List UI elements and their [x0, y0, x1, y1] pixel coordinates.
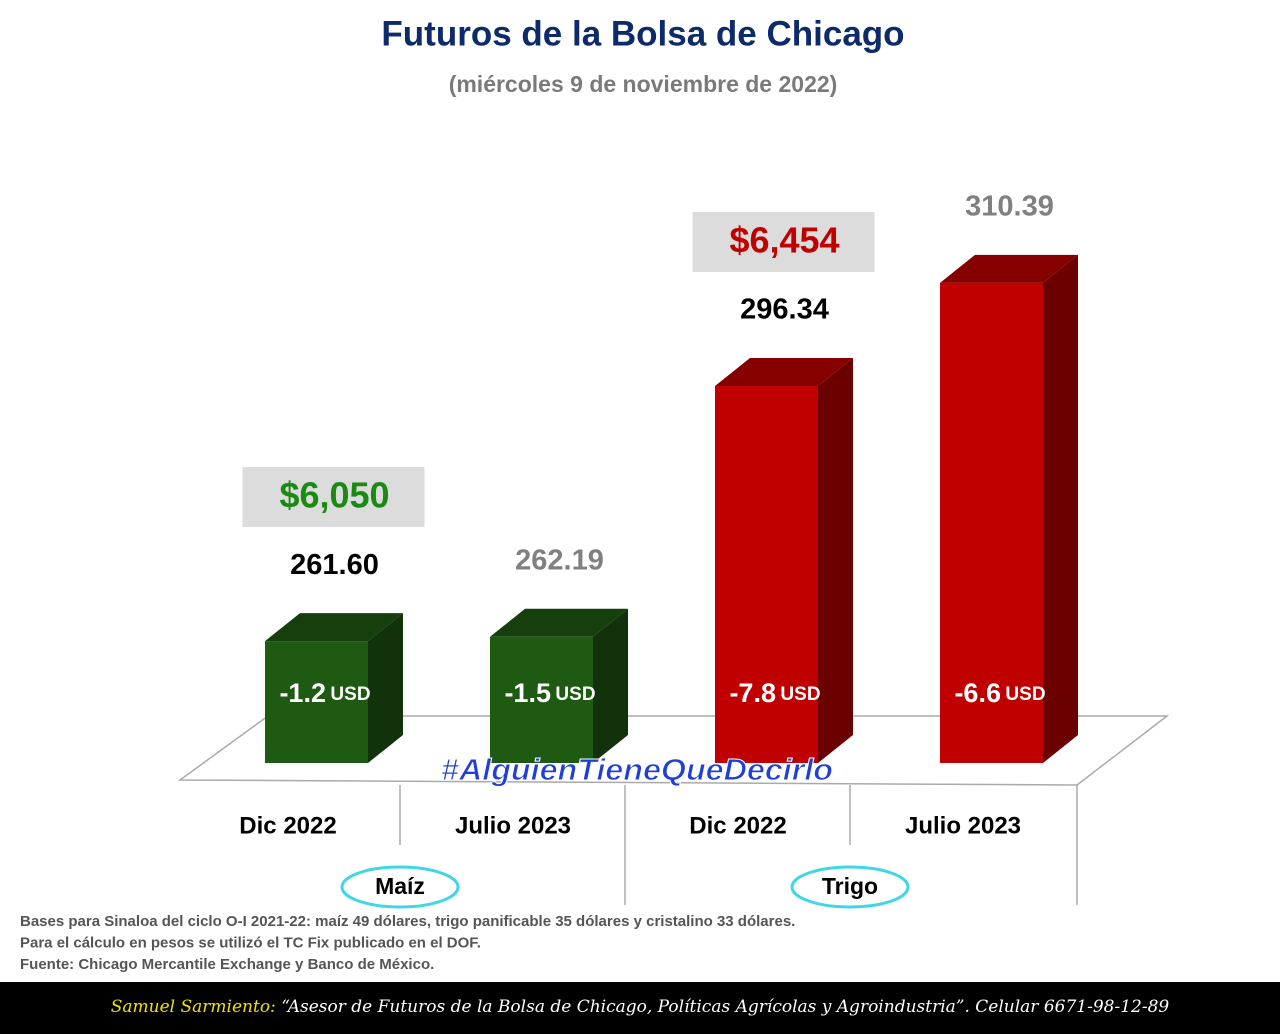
bar-side	[368, 613, 403, 763]
bar-side	[1043, 254, 1078, 763]
footer-band	[0, 982, 1280, 1034]
x-tick-label: Dic 2022	[689, 812, 786, 839]
bar-top	[940, 254, 1078, 283]
bar	[265, 641, 368, 763]
basis-label: -1.2 USD	[279, 678, 370, 708]
basis-unit: USD	[780, 684, 820, 705]
watermark: #AlguienTieneQueDecirlo	[441, 752, 833, 787]
value-label: 262.19	[515, 544, 604, 576]
bar-side	[593, 608, 628, 763]
bar	[715, 386, 818, 763]
basis-unit: USD	[555, 684, 595, 705]
peso-label: $6,050	[279, 475, 389, 516]
peso-box	[692, 212, 875, 273]
bar	[490, 636, 593, 763]
basis-label: -1.5 USD	[504, 678, 595, 708]
basis-value: -6.6	[954, 678, 1001, 708]
basis-label: -6.6 USD	[954, 678, 1045, 708]
note: Para el cálculo en pesos se utilizó el T…	[20, 934, 481, 951]
note: Bases para Sinaloa del ciclo O-I 2021-22…	[20, 913, 795, 930]
footer: Samuel Sarmiento: “Asesor de Futuros de …	[111, 997, 1170, 1017]
x-tick-label: Dic 2022	[239, 812, 336, 839]
footer-text: “Asesor de Futuros de la Bolsa de Chicag…	[281, 997, 1169, 1017]
basis-unit: USD	[330, 684, 370, 705]
x-tick-label: Julio 2023	[905, 812, 1021, 839]
bar-top	[490, 608, 628, 637]
value-label: 296.34	[740, 294, 829, 326]
bar	[940, 282, 1043, 763]
note: Fuente: Chicago Mercantile Exchange y Ba…	[20, 956, 434, 973]
basis-unit: USD	[1005, 684, 1045, 705]
bar-side	[818, 358, 853, 763]
x-tick-label: Julio 2023	[455, 812, 571, 839]
value-label: 310.39	[965, 191, 1054, 223]
group-ellipse	[340, 865, 460, 909]
peso-box	[242, 467, 425, 528]
basis-value: -1.5	[504, 678, 551, 708]
group-label: Maíz	[375, 873, 425, 899]
footer-author: Samuel Sarmiento:	[111, 997, 276, 1017]
table-lines	[399, 785, 1078, 905]
bar-top	[715, 358, 853, 387]
basis-label: -7.8 USD	[729, 678, 820, 708]
peso-label: $6,454	[729, 220, 839, 261]
basis-value: -7.8	[729, 678, 776, 708]
floor	[177, 715, 1170, 786]
basis-value: -1.2	[279, 678, 326, 708]
group-label: Trigo	[822, 873, 878, 899]
bar-top	[265, 613, 403, 642]
value-label: 261.60	[290, 549, 379, 581]
chart-subtitle: (miércoles 9 de noviembre de 2022)	[449, 71, 838, 97]
group-ellipse	[790, 865, 910, 909]
chart-title: Futuros de la Bolsa de Chicago	[381, 14, 904, 53]
